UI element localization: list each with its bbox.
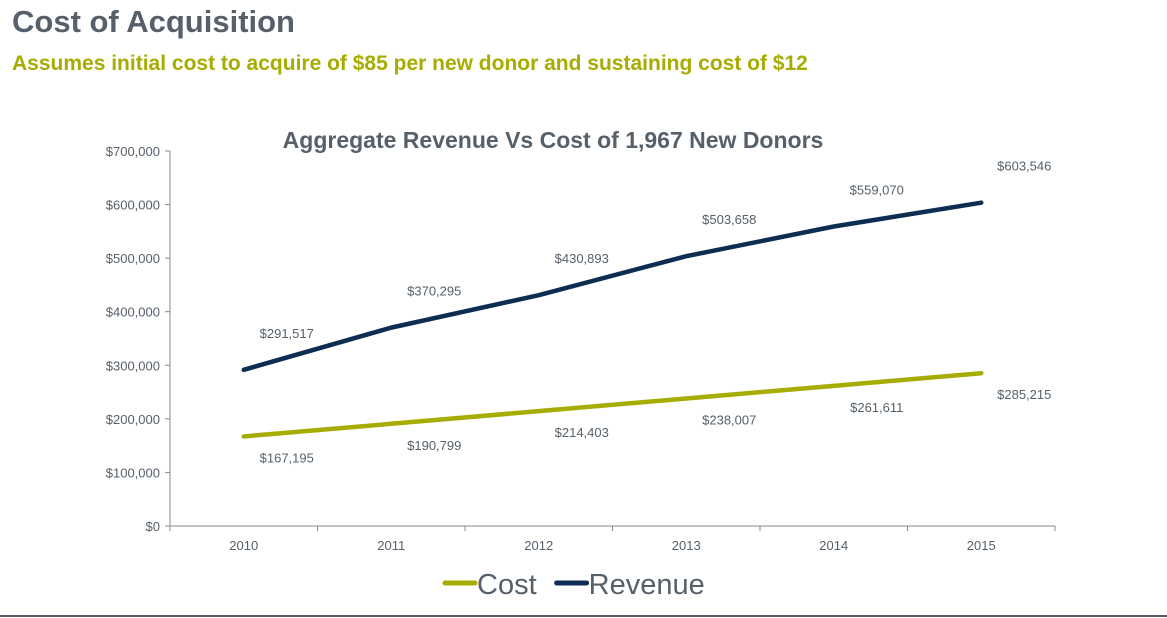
data-label: $559,070	[850, 182, 904, 197]
x-tick-label: 2014	[819, 538, 848, 553]
y-tick-label: $0	[146, 519, 160, 534]
x-tick-label: 2013	[672, 538, 701, 553]
data-label: $603,546	[997, 159, 1051, 174]
series-line-cost	[241, 370, 984, 439]
data-label: $214,403	[555, 425, 609, 440]
data-label: $261,611	[850, 400, 903, 415]
legend-label-revenue: Revenue	[589, 569, 705, 601]
divider	[0, 615, 1167, 617]
data-label: $503,658	[702, 212, 756, 227]
y-tick-label: $300,000	[106, 358, 160, 373]
y-tick-label: $100,000	[106, 465, 160, 480]
y-tick-label: $700,000	[106, 144, 160, 159]
data-label: $167,195	[260, 450, 314, 465]
data-label: $430,893	[555, 251, 609, 266]
legend-label-cost: Cost	[477, 569, 537, 601]
x-tick-label: 2011	[377, 538, 405, 553]
y-tick-label: $200,000	[106, 412, 160, 427]
chart-title: Aggregate Revenue Vs Cost of 1,967 New D…	[283, 127, 824, 153]
x-tick-label: 2012	[524, 538, 553, 553]
data-label: $291,517	[260, 326, 314, 341]
data-label: $285,215	[997, 387, 1051, 402]
data-label: $370,295	[407, 284, 461, 299]
y-tick-label: $600,000	[106, 198, 160, 213]
page-subtitle: Assumes initial cost to acquire of $85 p…	[12, 52, 808, 75]
x-tick-label: 2015	[967, 538, 996, 553]
data-label: $238,007	[702, 412, 756, 427]
y-tick-label: $400,000	[106, 305, 160, 320]
x-tick-label: 2010	[229, 538, 258, 553]
series-line-revenue	[241, 200, 984, 373]
page-title: Cost of Acquisition	[12, 4, 295, 39]
data-label: $190,799	[407, 438, 461, 453]
y-tick-label: $500,000	[106, 251, 160, 266]
